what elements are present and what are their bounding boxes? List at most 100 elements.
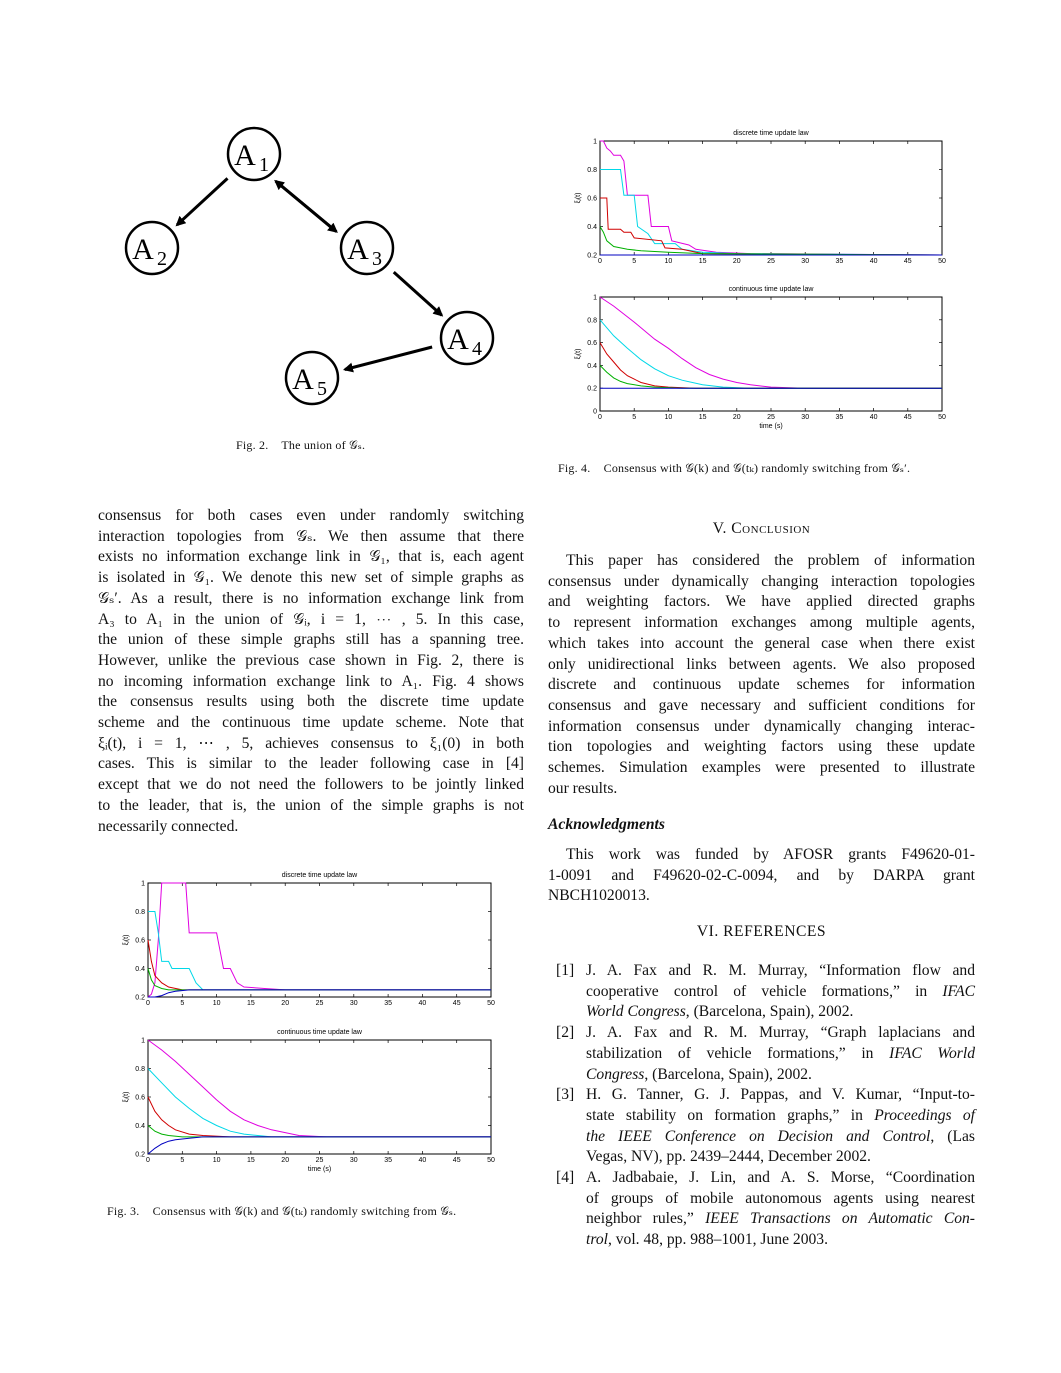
x-tick-label: 35	[384, 1000, 392, 1007]
edge-A3-A1	[274, 179, 336, 232]
reference-text: state stability on formation graphs,” in	[586, 1106, 875, 1124]
y-tick-label: 0.6	[587, 340, 597, 347]
y-tick-label: 0.6	[587, 196, 597, 203]
y-axis-label: ξᵢ(t)	[123, 1092, 130, 1103]
chart-panel: discrete time update law 0 5 10 15 20 25 30 35 40…	[575, 130, 946, 265]
conclusion-line: and weighting factors. We have applied d…	[548, 593, 975, 611]
x-tick-label: 45	[904, 414, 912, 421]
x-tick-label: 40	[419, 1000, 427, 1007]
y-tick-label: 0.4	[135, 1123, 145, 1130]
reference-text: , vol. 48, pp. 988–1001, June 2003.	[607, 1231, 828, 1249]
x-tick-label: 40	[419, 1157, 427, 1164]
series-line-2	[148, 911, 491, 991]
series-line-4	[147, 968, 491, 991]
y-tick-label: 0.8	[135, 1066, 145, 1073]
x-tick-label: 50	[487, 1157, 495, 1164]
reference-text: Vegas, NV), pp. 2439–2444, December 2002…	[586, 1148, 871, 1166]
x-tick-label: 5	[632, 258, 636, 265]
left-paragraph-line: ξᵢ(t), i = 1, ⋯ , 5, achieves consensus …	[98, 734, 524, 752]
reference-item: [4] A. Jadbabaie, J. Lin, and A. S. Morse…	[548, 1168, 975, 1251]
left-paragraph-line: A₃ to A₁ in the union of 𝒢ᵢ, i = 1, ⋯ , …	[98, 610, 524, 628]
y-tick-label: 0.8	[587, 317, 597, 324]
x-tick-label: 20	[281, 1000, 289, 1007]
reference-line: the IEEE Conference on Decision and Cont…	[586, 1127, 975, 1148]
reference-line: stabilization of vehicle formations,” in…	[586, 1044, 975, 1065]
reference-italic-text: IEEE Transactions on Automatic Con-	[705, 1210, 976, 1228]
chart-title: discrete time update law	[733, 130, 809, 137]
node-subscript: 4	[472, 338, 482, 360]
x-tick-label: 0	[598, 414, 602, 421]
fig2-graph: A 1A 2 A 3A 4A 5	[124, 126, 495, 406]
reference-line: trol, vol. 48, pp. 988–1001, June 2003.	[586, 1230, 975, 1251]
y-axis-label: ξᵢ(t)	[575, 193, 582, 204]
x-axis-label: time (s)	[308, 1166, 331, 1173]
series-line-1	[599, 296, 942, 389]
chart-title: continuous time update law	[729, 286, 815, 293]
y-tick-label: 0.2	[135, 995, 145, 1002]
x-tick-label: 5	[180, 1000, 184, 1007]
edge-A3-A4	[392, 270, 444, 317]
x-tick-label: 40	[870, 258, 878, 265]
series-line-2	[147, 1068, 491, 1138]
x-tick-label: 15	[247, 1157, 255, 1164]
reference-number: [3]	[556, 1086, 575, 1104]
conclusion-line: This paper has considered the problem of…	[566, 552, 975, 569]
acknowledgments-heading: Acknowledgments	[548, 816, 665, 834]
reference-italic-text: Congress	[586, 1065, 645, 1083]
conclusion-line: consensus under dynamically changing int…	[548, 572, 975, 590]
acknowledgments-line: 1-0091 and F49620-02-C-0094, and by DARP…	[548, 866, 975, 884]
x-tick-label: 25	[316, 1000, 324, 1007]
fig2-caption: Fig. 2. The union of 𝒢ₛ.	[236, 438, 365, 453]
reference-italic-text: IFAC World	[889, 1044, 975, 1062]
x-tick-label: 0	[598, 258, 602, 265]
y-tick-label: 1	[141, 881, 145, 888]
acknowledgments-paragraph: This work was funded by AFOSR grants F49…	[548, 845, 975, 907]
node-subscript: 1	[259, 154, 269, 176]
left-paragraph-line: exists no information exchange link in 𝒢…	[98, 548, 524, 566]
reference-text: neighbor rules,”	[586, 1210, 706, 1228]
y-tick-label: 0.8	[135, 909, 145, 916]
left-paragraph-line: interaction topologies from 𝒢ₛ. We then …	[98, 527, 524, 545]
reference-text: cooperative control of vehicle formation…	[586, 982, 943, 1000]
reference-item: [3] H. G. Tanner, G. J. Pappas, and V. Ku…	[548, 1085, 975, 1168]
reference-line: J. A. Fax and R. M. Murray, “Graph lapla…	[586, 1023, 975, 1044]
reference-number: [1]	[556, 962, 575, 979]
reference-text: , (Las	[930, 1127, 975, 1145]
series-line-4	[599, 226, 943, 256]
conclusion-line: to represent information exchanges among…	[548, 614, 975, 632]
reference-item: [1] J. A. Fax and R. M. Murray, “Informat…	[548, 961, 975, 1023]
reference-line: state stability on formation graphs,” in…	[586, 1106, 975, 1127]
node-label: A	[234, 139, 256, 172]
node-label: A	[347, 233, 369, 266]
x-tick-label: 10	[213, 1157, 221, 1164]
x-tick-label: 15	[699, 258, 707, 265]
x-tick-label: 30	[801, 258, 809, 265]
x-tick-label: 20	[733, 258, 741, 265]
fig2-caption-text: The union of 𝒢ₛ.	[281, 438, 366, 452]
y-tick-label: 1	[593, 139, 597, 146]
y-tick-label: 0.4	[587, 224, 597, 231]
x-tick-label: 50	[938, 258, 946, 265]
x-tick-label: 45	[453, 1157, 461, 1164]
series-line-3	[600, 197, 943, 256]
conclusion-line: our results.	[548, 779, 618, 797]
left-paragraph-line: to the leader, that is, the union of the…	[98, 796, 524, 814]
chart-title: discrete time update law	[282, 872, 358, 879]
x-tick-label: 10	[665, 258, 673, 265]
series-line-3	[147, 1096, 491, 1138]
series-line-2	[600, 169, 943, 256]
y-tick-label: 0	[593, 409, 597, 416]
reference-italic-text: IFAC	[942, 982, 975, 1000]
references-heading: VI. REFERENCES	[548, 923, 975, 941]
left-paragraph-line: However, unlike the previous case shown …	[98, 651, 524, 669]
node-label: A	[447, 323, 469, 356]
reference-text: stabilization of vehicle formations,” in	[586, 1044, 890, 1062]
series-line-1	[600, 140, 943, 256]
reference-text: J. A. Fax and R. M. Murray, “Information…	[586, 962, 975, 979]
y-tick-label: 0.2	[135, 1152, 145, 1159]
y-tick-label: 0.2	[587, 386, 597, 393]
fig3-caption-text: Consensus with 𝒢(k) and 𝒢(tₖ) randomly s…	[152, 1204, 457, 1218]
